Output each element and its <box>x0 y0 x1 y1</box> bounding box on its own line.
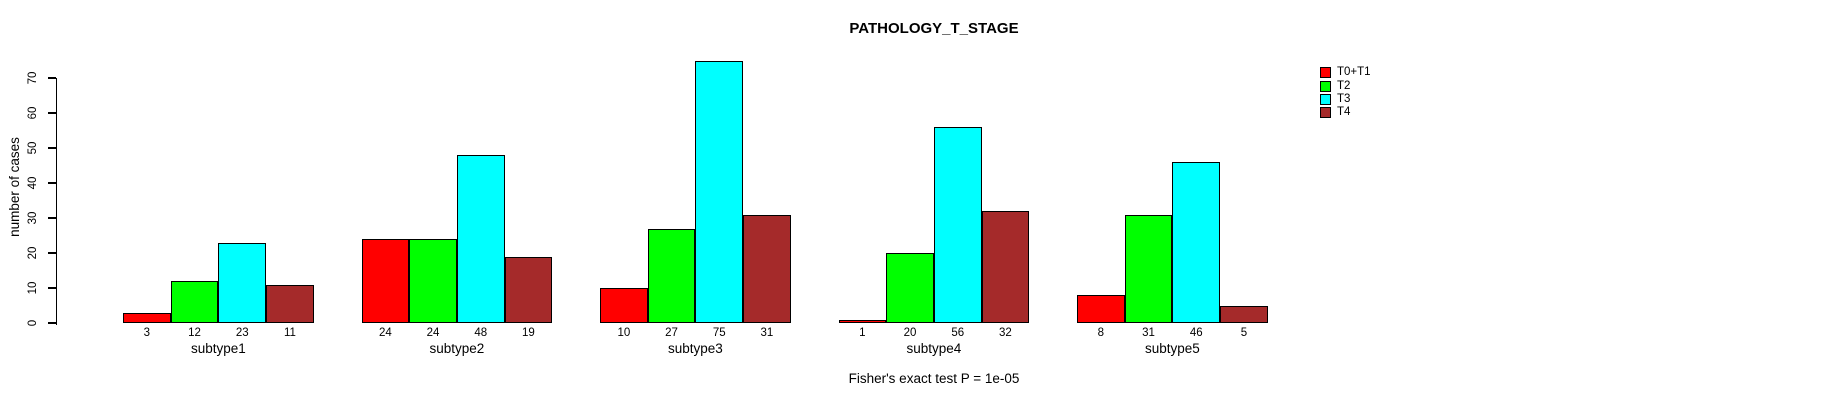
y-tick-label: 0 <box>27 319 39 327</box>
bar-subtype5-T2 <box>1124 214 1173 323</box>
bar-subtype2-T0+T1 <box>361 239 410 323</box>
bar-subtype3-T4 <box>743 214 791 323</box>
y-tick-label: 10 <box>27 281 39 295</box>
legend-label: T4 <box>1337 106 1351 119</box>
legend-swatch-T3 <box>1320 93 1331 105</box>
category-label-subtype4: subtype4 <box>906 341 962 356</box>
category-label-subtype2: subtype2 <box>429 341 485 356</box>
bar-subtype4-T4 <box>981 211 1030 323</box>
bar-value-label: 8 <box>1097 327 1105 339</box>
bar-subtype5-T4 <box>1220 305 1268 323</box>
bar-value-label: 32 <box>999 327 1012 339</box>
y-axis-label: number of cases <box>7 137 22 237</box>
y-tick <box>48 182 56 184</box>
bar-subtype4-T2 <box>886 253 934 323</box>
chart-title: PATHOLOGY_T_STAGE <box>849 20 1019 37</box>
legend-item-T3: T3 <box>1320 93 1371 106</box>
y-tick-label: 30 <box>27 211 39 225</box>
bar-value-label: 1 <box>859 327 866 339</box>
bar-subtype5-T0+T1 <box>1077 295 1125 323</box>
bar-value-label: 24 <box>426 327 440 339</box>
bar-value-label: 3 <box>143 327 151 339</box>
bar-value-label: 31 <box>760 327 774 339</box>
bar-subtype1-T3 <box>218 242 267 323</box>
y-tick <box>48 112 56 114</box>
bar-subtype2-T2 <box>409 239 457 323</box>
y-tick-label: 50 <box>27 141 39 155</box>
legend-item-T0+T1: T0+T1 <box>1320 66 1371 79</box>
bar-subtype2-T3 <box>456 155 505 323</box>
bar-subtype2-T4 <box>504 256 553 323</box>
bar-subtype1-T0+T1 <box>123 312 171 323</box>
bar-value-label: 27 <box>665 327 678 339</box>
bar-subtype3-T3 <box>695 60 744 323</box>
legend-swatch-T0+T1 <box>1320 67 1331 79</box>
bar-value-label: 24 <box>378 327 392 339</box>
bar-subtype4-T3 <box>933 127 982 323</box>
bar-subtype4-T0+T1 <box>838 319 887 323</box>
bar-value-label: 48 <box>474 327 488 339</box>
legend-item-T4: T4 <box>1320 106 1371 119</box>
category-label-subtype1: subtype1 <box>191 341 246 356</box>
bar-value-label: 10 <box>617 327 631 339</box>
bar-subtype3-T0+T1 <box>600 288 648 323</box>
bar-value-label: 75 <box>712 327 726 339</box>
annotation-text: Fisher's exact test P = 1e-05 <box>848 371 1020 386</box>
bar-value-label: 20 <box>903 327 917 339</box>
bar-value-label: 46 <box>1189 327 1203 339</box>
legend: T0+T1 T2 T3 T4 <box>1320 66 1371 120</box>
bar-subtype1-T2 <box>170 281 219 323</box>
legend-swatch-T4 <box>1320 107 1331 119</box>
y-tick <box>48 147 56 149</box>
legend-swatch-T2 <box>1320 80 1331 92</box>
y-tick <box>48 77 56 79</box>
y-tick-label: 20 <box>27 246 39 260</box>
legend-item-T2: T2 <box>1320 79 1371 92</box>
bar-value-label: 5 <box>1240 327 1248 339</box>
bar-subtype1-T4 <box>266 284 314 323</box>
y-tick-label: 60 <box>27 106 39 120</box>
category-label-subtype3: subtype3 <box>668 341 723 356</box>
y-tick <box>48 287 56 289</box>
legend-label: T0+T1 <box>1337 66 1371 79</box>
legend-label: T3 <box>1337 92 1351 105</box>
legend-label: T2 <box>1337 79 1351 92</box>
y-axis-line <box>55 78 57 325</box>
bar-subtype3-T2 <box>647 228 696 323</box>
y-tick-label: 40 <box>27 176 39 190</box>
y-tick <box>48 252 56 254</box>
bar-value-label: 11 <box>283 327 296 339</box>
bar-subtype5-T3 <box>1172 162 1221 323</box>
bar-value-label: 23 <box>235 327 249 339</box>
category-label-subtype5: subtype5 <box>1145 341 1200 356</box>
bar-value-label: 12 <box>188 327 201 339</box>
bar-value-label: 19 <box>522 327 535 339</box>
y-tick <box>48 217 56 219</box>
bar-value-label: 31 <box>1142 327 1155 339</box>
y-tick <box>48 322 56 324</box>
bar-value-label: 56 <box>951 327 965 339</box>
y-tick-label: 70 <box>27 71 39 85</box>
